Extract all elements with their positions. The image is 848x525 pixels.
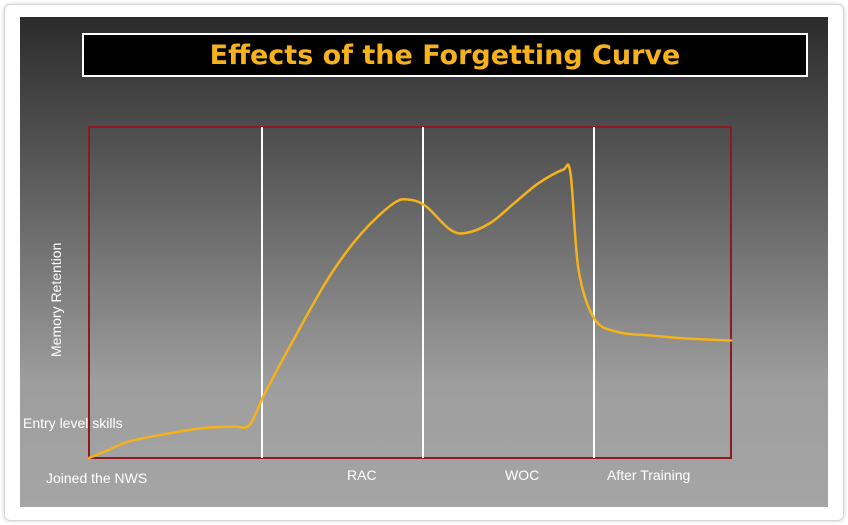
chart-title: Effects of the Forgetting Curve [209,39,681,71]
phase-label-after-training: After Training [607,467,690,483]
phase-label-joined-nws: Joined the NWS [46,470,147,486]
phase-label-rac: RAC [347,467,377,483]
slide: Effects of the Forgetting Curve Memory R… [20,17,828,507]
retention-curve [87,163,733,460]
annotation-entry-level-skills: Entry level skills [23,415,123,431]
title-box: Effects of the Forgetting Curve [82,33,808,77]
phase-label-woc: WOC [505,467,539,483]
plot-area-border [88,126,732,459]
forgetting-curve-chart: Memory Retention Entry level skills Join… [23,126,733,486]
y-axis-label: Memory Retention [48,243,64,357]
